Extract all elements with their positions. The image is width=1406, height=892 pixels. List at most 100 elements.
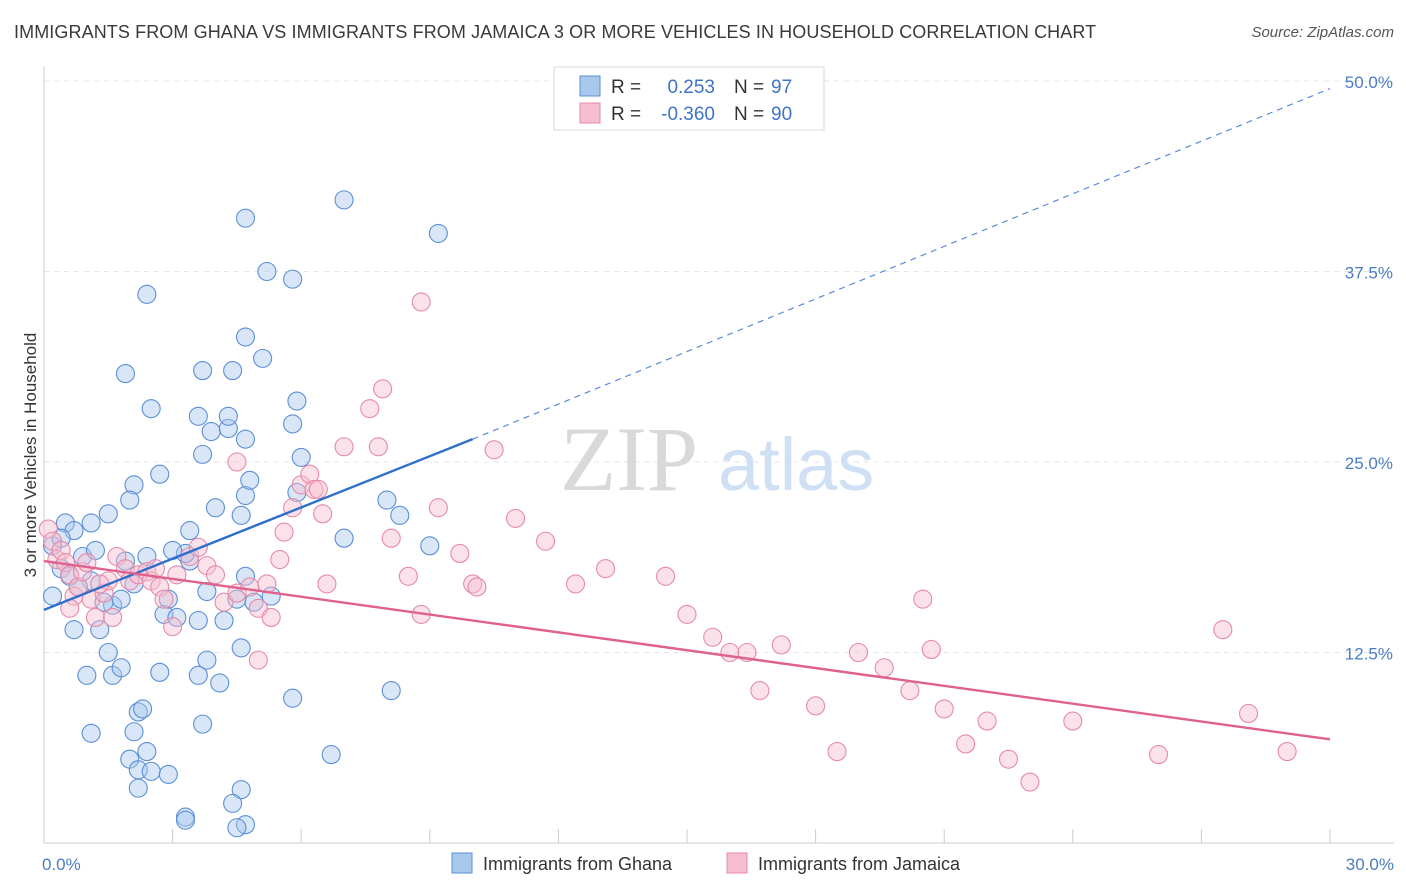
jamaica-point-44 — [368, 437, 388, 457]
ghana-point-19 — [64, 620, 84, 640]
jamaica-point-58 — [677, 604, 697, 624]
ghana-point-76 — [150, 662, 170, 682]
jamaica-point-78 — [1213, 620, 1233, 640]
ghana-point-70 — [377, 490, 397, 510]
ghana-point-55 — [180, 521, 200, 541]
ghana-point-71 — [390, 505, 410, 525]
source-label: Source: ZipAtlas.com — [1251, 24, 1394, 41]
ghana-point-50 — [141, 399, 161, 419]
y-axis-label: 3 or more Vehicles in Household — [21, 333, 40, 578]
ghana-point-85 — [128, 778, 148, 798]
jamaica-point-59 — [703, 627, 723, 647]
ghana-point-79 — [133, 699, 153, 719]
jamaica-point-26 — [205, 565, 226, 585]
ghana-point-95 — [321, 745, 341, 765]
legend-r-value-jamaica: -0.360 — [661, 104, 715, 125]
jamaica-point-27 — [214, 592, 234, 612]
ghana-point-23 — [77, 665, 97, 685]
jamaica-point-60 — [720, 642, 740, 663]
ghana-point-67 — [291, 447, 311, 467]
ghana-point-80 — [137, 742, 157, 762]
jamaica-point-87 — [163, 617, 183, 637]
ghana-point-47 — [150, 464, 170, 484]
jamaica-trend-line — [43, 559, 1331, 741]
ghana-point-37 — [197, 650, 217, 670]
bottom-legend-label-jamaica: Immigrants from Jamaica — [758, 854, 961, 874]
ghana-point-11 — [43, 586, 63, 606]
jamaica-point-89 — [248, 650, 268, 670]
ghana-point-36 — [214, 610, 234, 631]
ghana-point-46 — [120, 490, 140, 510]
y-tick-labels: 12.5% 25.0% 37.5% 50.0% — [1345, 73, 1393, 664]
ghana-point-9 — [81, 513, 101, 533]
x-tick-label-max: 30.0% — [1346, 855, 1394, 874]
ghana-point-62 — [257, 261, 277, 282]
ghana-point-88 — [81, 723, 101, 743]
ghana-point-57 — [193, 361, 213, 381]
jamaica-point-88 — [103, 607, 123, 627]
ghana-trend-extension — [472, 88, 1331, 440]
bottom-legend-label-ghana: Immigrants from Ghana — [483, 854, 673, 874]
ghana-point-91 — [223, 793, 243, 813]
ghana-point-48 — [201, 421, 221, 442]
legend: R = 0.253 N = 97 R = -0.360 N = 90 — [553, 66, 825, 131]
jamaica-point-46 — [398, 566, 418, 586]
ghana-trend-line — [43, 438, 474, 611]
y-tick-label-1: 25.0% — [1345, 454, 1393, 473]
jamaica-point-68 — [900, 681, 920, 701]
jamaica-point-73 — [977, 711, 997, 731]
x-tick-label-min: 0.0% — [42, 855, 81, 874]
jamaica-point-21 — [154, 589, 174, 609]
ghana-point-25 — [167, 607, 187, 627]
jamaica-point-65 — [827, 742, 847, 762]
y-tick-label-3: 50.0% — [1345, 73, 1393, 92]
ghana-point-40 — [231, 638, 251, 658]
bottom-legend-swatch-ghana — [451, 852, 473, 874]
ghana-point-78 — [124, 722, 144, 742]
jamaica-point-75 — [1020, 772, 1040, 792]
jamaica-point-38 — [304, 479, 324, 499]
jamaica-point-57 — [656, 566, 676, 586]
ghana-point-22 — [98, 642, 118, 663]
ghana-point-45 — [124, 475, 144, 495]
jamaica-point-41 — [317, 574, 337, 594]
jamaica-point-71 — [934, 699, 954, 719]
ghana-point-52 — [218, 406, 238, 426]
ghana-point-65 — [287, 391, 307, 411]
ghana-point-96 — [381, 681, 401, 701]
ghana-point-64 — [235, 327, 256, 347]
ghana-point-38 — [188, 665, 208, 685]
jamaica-point-63 — [771, 635, 791, 655]
jamaica-point-43 — [360, 399, 380, 419]
jamaica-point-49 — [450, 543, 470, 563]
y-tick-label-0: 12.5% — [1345, 645, 1393, 664]
jamaica-point-53 — [505, 508, 526, 528]
ghana-point-74 — [428, 223, 448, 243]
jamaica-point-67 — [874, 658, 894, 678]
watermark-zip: ZIP — [560, 408, 698, 510]
ghana-point-53 — [240, 470, 260, 490]
ghana-point-43 — [193, 444, 213, 464]
jamaica-point-34 — [274, 522, 294, 542]
bottom-legend: Immigrants from Ghana Immigrants from Ja… — [451, 852, 961, 874]
ghana-point-83 — [141, 761, 161, 781]
jamaica-point-45 — [381, 528, 401, 548]
ghana-point-69 — [334, 528, 354, 548]
jamaica-point-70 — [921, 639, 941, 660]
legend-n-label-jamaica: N = — [734, 104, 764, 125]
jamaica-point-56 — [596, 559, 616, 579]
jamaica-points — [38, 292, 1297, 792]
legend-n-label-ghana: N = — [734, 77, 764, 98]
jamaica-point-52 — [484, 440, 504, 460]
jamaica-point-62 — [750, 681, 770, 701]
ghana-point-66 — [283, 414, 303, 434]
ghana-point-61 — [137, 284, 157, 304]
ghana-point-32 — [235, 566, 256, 586]
jamaica-point-51 — [467, 577, 487, 597]
jamaica-point-37 — [300, 464, 320, 484]
ghana-point-21 — [111, 658, 131, 678]
ghana-point-93 — [227, 818, 247, 838]
ghana-point-56 — [98, 504, 118, 524]
legend-n-value-jamaica: 90 — [771, 104, 792, 125]
ghana-point-59 — [253, 348, 273, 368]
